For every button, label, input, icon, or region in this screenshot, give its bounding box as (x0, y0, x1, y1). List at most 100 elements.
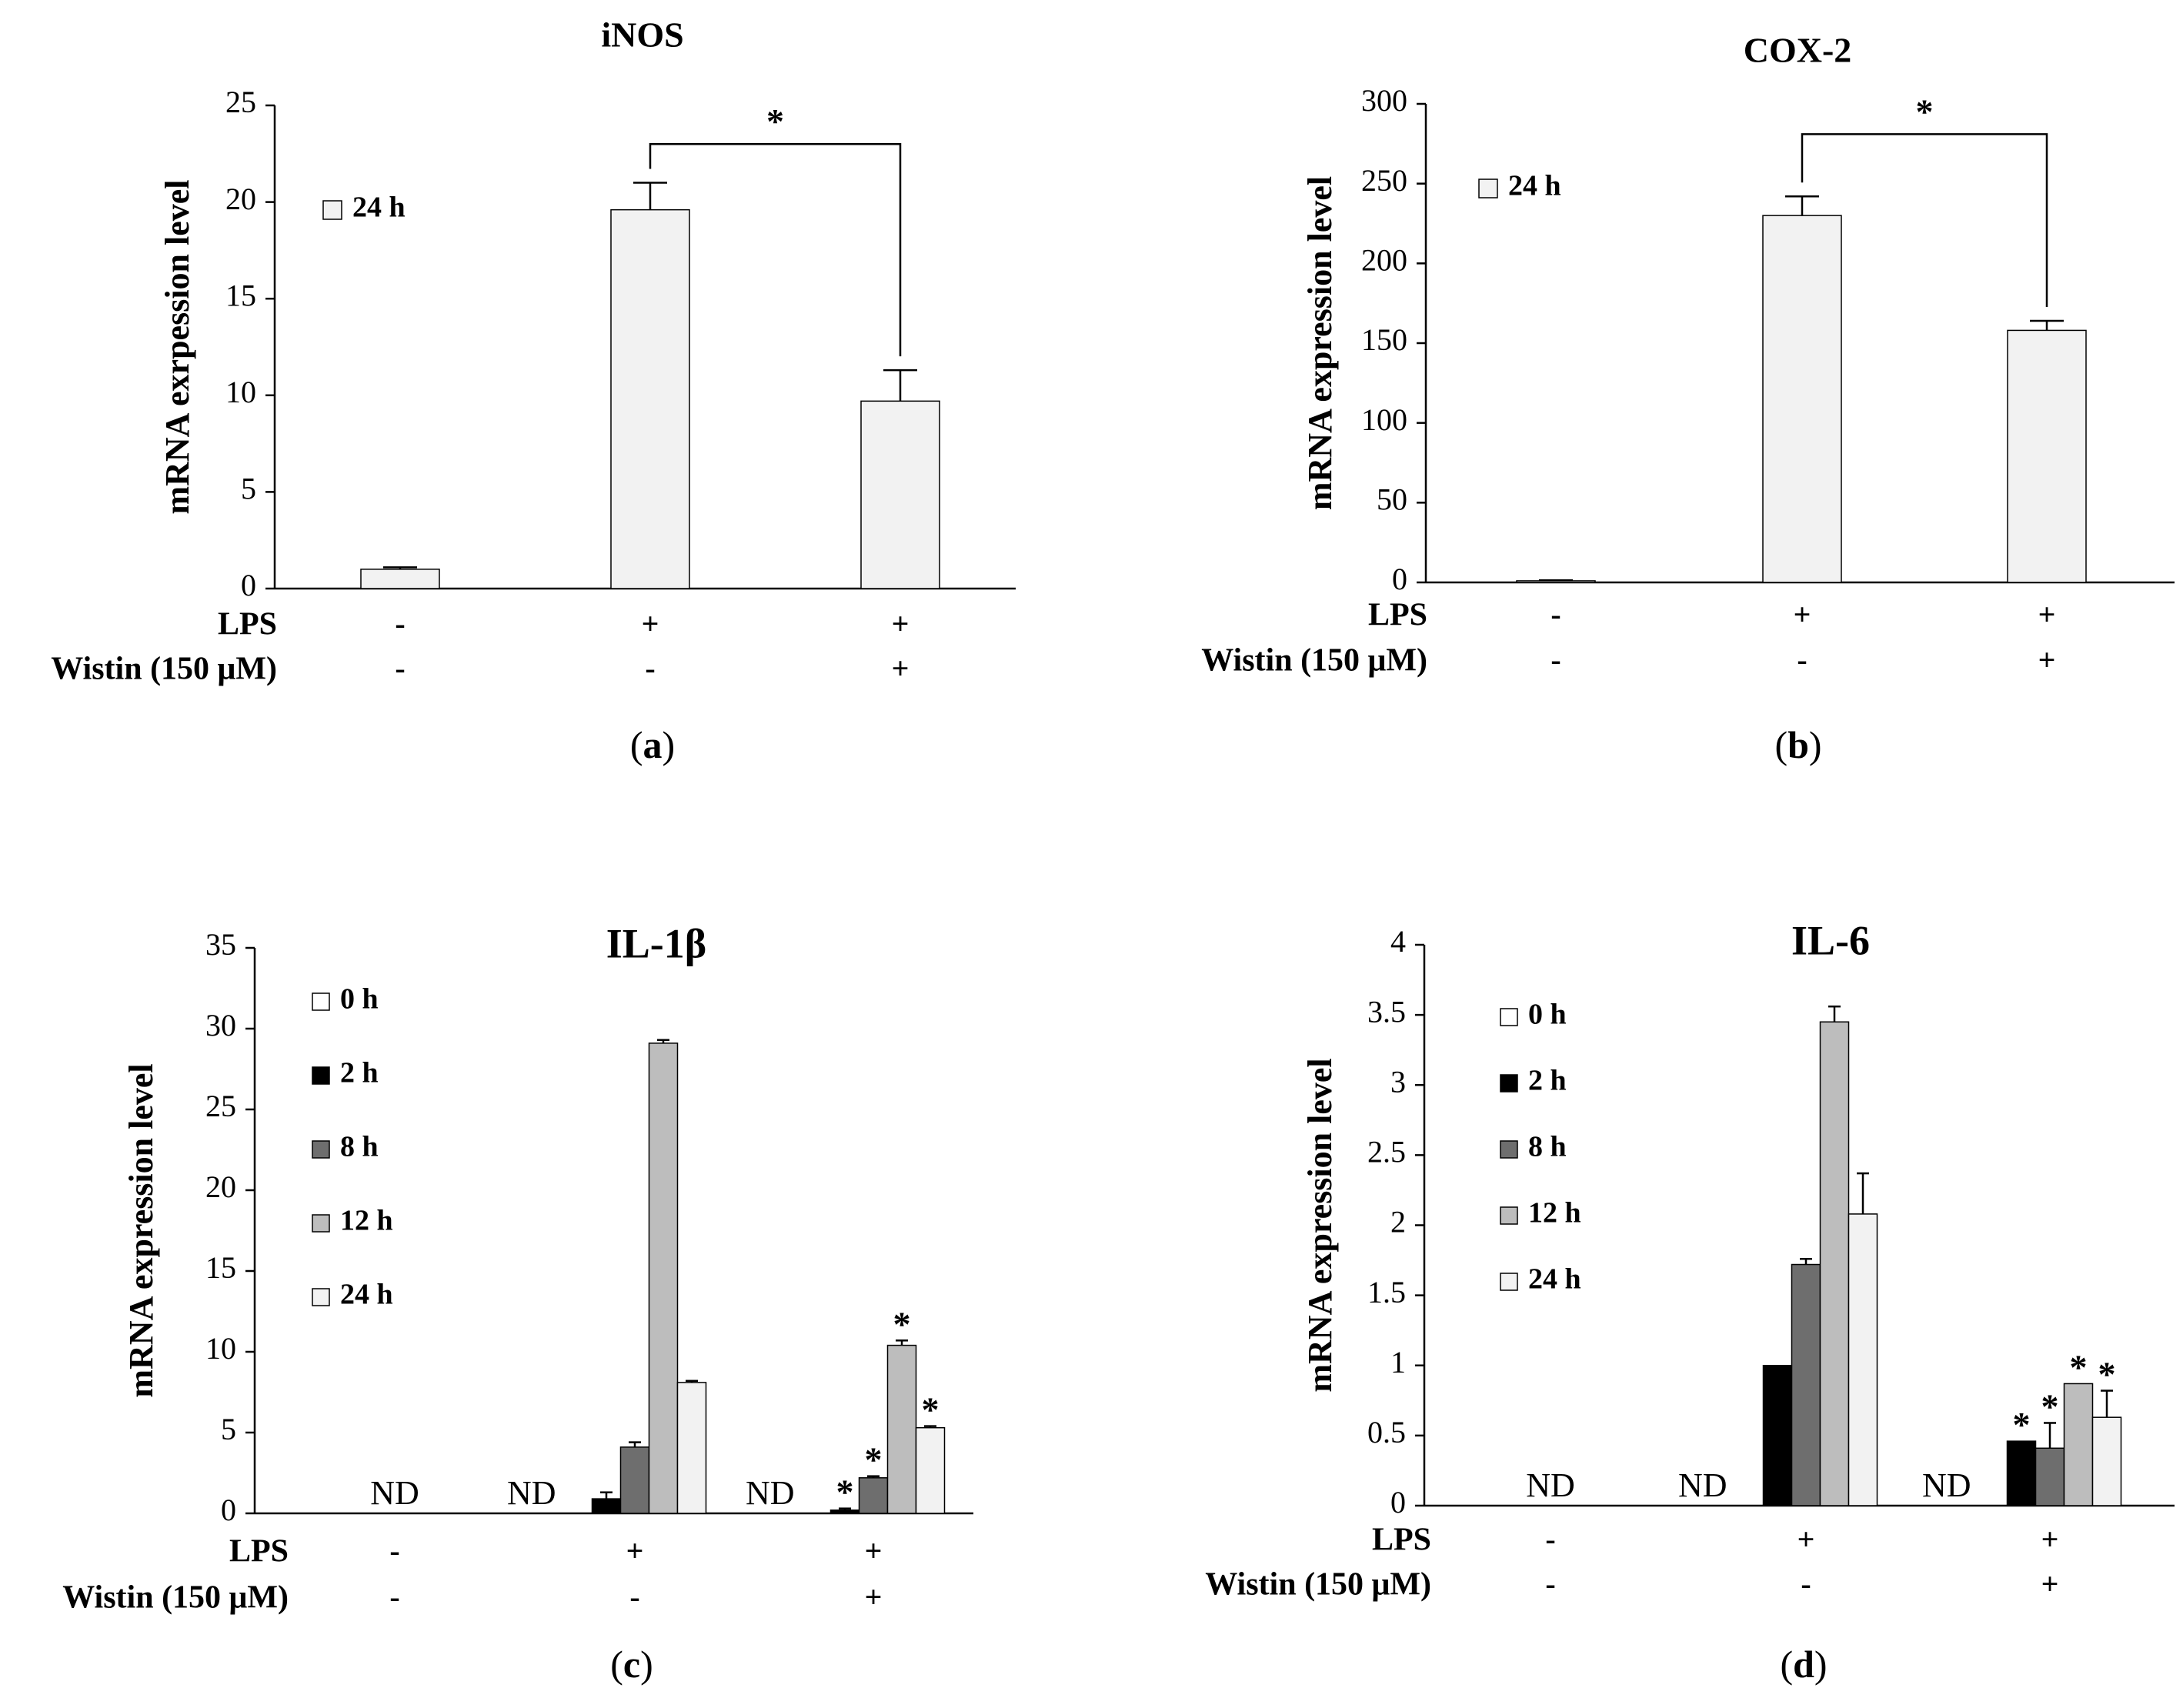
treatment-row-label: LPS (218, 607, 277, 642)
treatment-sign: + (865, 1580, 883, 1614)
treatment-sign: + (2038, 597, 2056, 632)
y-tick-label: 25 (225, 85, 256, 119)
legend-swatch-h8 (1500, 1140, 1518, 1159)
chart-title: COX-2 (1744, 31, 1852, 70)
legend-label: 0 h (1528, 999, 1567, 1031)
legend-label: 24 h (1528, 1263, 1581, 1296)
bracket-star: * (766, 102, 784, 141)
legend-swatch-h24 (1500, 1273, 1518, 1291)
y-tick-label: 15 (205, 1250, 236, 1285)
y-tick-label: 2.5 (1367, 1135, 1406, 1169)
nd-label: ND (746, 1474, 795, 1512)
bar-h12-cat1 (1819, 1021, 1850, 1506)
treatment-sign: - (1550, 642, 1560, 677)
y-tick-label: 50 (1377, 482, 1407, 517)
chart-title: IL-1β (606, 920, 706, 966)
significance-bracket (649, 142, 902, 357)
significance-star: * (2070, 1347, 2088, 1386)
legend-label: 8 h (340, 1131, 379, 1163)
treatment-sign: + (1797, 1522, 1815, 1556)
bar-h24-cat1 (1762, 215, 1842, 583)
y-tick-label: 25 (205, 1089, 236, 1123)
y-tick-label: 5 (221, 1412, 236, 1446)
y-tick-label: 35 (205, 927, 236, 962)
legend-swatch-h24 (1478, 178, 1498, 198)
bar-h24-cat2 (860, 400, 940, 589)
treatment-row-label: LPS (229, 1534, 289, 1570)
y-tick-label: 150 (1361, 322, 1407, 357)
significance-star: * (2098, 1355, 2116, 1394)
treatment-sign: + (2041, 1566, 2059, 1601)
y-tick-label: 300 (1361, 83, 1407, 118)
bar-h24-cat1 (676, 1382, 707, 1514)
treatment-sign: + (2038, 642, 2056, 677)
legend-label: 24 h (1508, 170, 1561, 202)
bar-h12-cat1 (648, 1042, 679, 1514)
bar-h2-cat1 (591, 1498, 622, 1514)
legend-swatch-h0 (1500, 1008, 1518, 1026)
legend-label: 24 h (340, 1279, 393, 1311)
bar-h8-cat1 (619, 1446, 650, 1514)
nd-label: ND (370, 1474, 419, 1512)
panel-caption: (a) (630, 723, 675, 766)
panel-letter: c (623, 1643, 640, 1686)
legend-swatch-h24 (322, 200, 342, 220)
legend-swatch-h12 (1500, 1206, 1518, 1225)
panel-letter: a (643, 723, 663, 766)
nd-label: ND (1678, 1466, 1727, 1504)
y-axis-label: mRNA expression level (1301, 1058, 1339, 1392)
bar-h8-cat1 (1791, 1263, 1821, 1506)
significance-star: * (922, 1390, 940, 1429)
treatment-sign: - (395, 651, 405, 686)
legend-label: 8 h (1528, 1131, 1567, 1163)
nd-label: ND (1922, 1466, 1971, 1504)
y-tick-label: 1.5 (1367, 1275, 1406, 1309)
panel-letter: b (1787, 723, 1809, 766)
y-tick-label: 0 (1392, 562, 1407, 596)
treatment-sign: - (629, 1580, 639, 1614)
y-tick-label: 5 (241, 472, 256, 506)
legend-swatch-h2 (1500, 1074, 1518, 1093)
chart-panel-d: IL-6 0 0.5 1 1.5 2 2.5 3 3.5 4 mRNA expression lev… (1205, 917, 2175, 1686)
treatment-row-label: Wistin (150 μM) (62, 1580, 289, 1616)
panel-caption: (b) (1774, 723, 1821, 766)
y-tick-label: 20 (205, 1169, 236, 1204)
treatment-sign: - (395, 606, 405, 641)
panel-letter: d (1793, 1643, 1814, 1686)
y-tick-label: 10 (225, 375, 256, 409)
y-tick-label: 0 (221, 1493, 236, 1527)
treatment-sign: - (389, 1580, 399, 1614)
significance-star: * (893, 1304, 911, 1343)
bar-h8-cat2 (858, 1477, 889, 1514)
legend-swatch-h2 (312, 1066, 330, 1085)
chart-panel-a: iNOS 0 5 10 15 20 25 mRNA exrpession level * 24 h… (51, 15, 1016, 766)
bar-h24-cat2 (2007, 329, 2087, 583)
y-tick-label: 0 (1390, 1485, 1406, 1520)
treatment-row-label: Wistin (150 μM) (1201, 643, 1427, 679)
chart-title: IL-6 (1791, 917, 1870, 963)
treatment-row-label: Wistin (150 μM) (1205, 1567, 1431, 1603)
treatment-sign: - (1545, 1522, 1555, 1556)
treatment-row-label: LPS (1368, 598, 1427, 633)
y-tick-label: 15 (225, 278, 256, 312)
treatment-sign: + (642, 606, 659, 641)
bar-h24-cat0 (360, 569, 440, 589)
chart-panel-c: IL-1β 0 5 10 15 20 25 30 35 mRNA expression level… (62, 920, 973, 1686)
y-tick-label: 2 (1390, 1205, 1406, 1239)
y-tick-label: 4 (1390, 924, 1406, 959)
significance-star: * (836, 1473, 854, 1512)
legend-label: 2 h (1528, 1065, 1567, 1097)
treatment-sign: + (865, 1533, 883, 1568)
y-tick-label: 0 (241, 568, 256, 602)
treatment-sign: - (1801, 1566, 1811, 1601)
y-axis-label: mRNA exrpession level (159, 179, 196, 514)
treatment-sign: + (2041, 1522, 2059, 1556)
legend-label: 24 h (352, 192, 406, 224)
bar-h24-cat2 (915, 1426, 946, 1514)
y-tick-label: 100 (1361, 402, 1407, 437)
bracket-star: * (1916, 92, 1934, 131)
treatment-sign: + (626, 1533, 644, 1568)
legend-swatch-h12 (312, 1214, 330, 1233)
treatment-sign: - (645, 651, 655, 686)
